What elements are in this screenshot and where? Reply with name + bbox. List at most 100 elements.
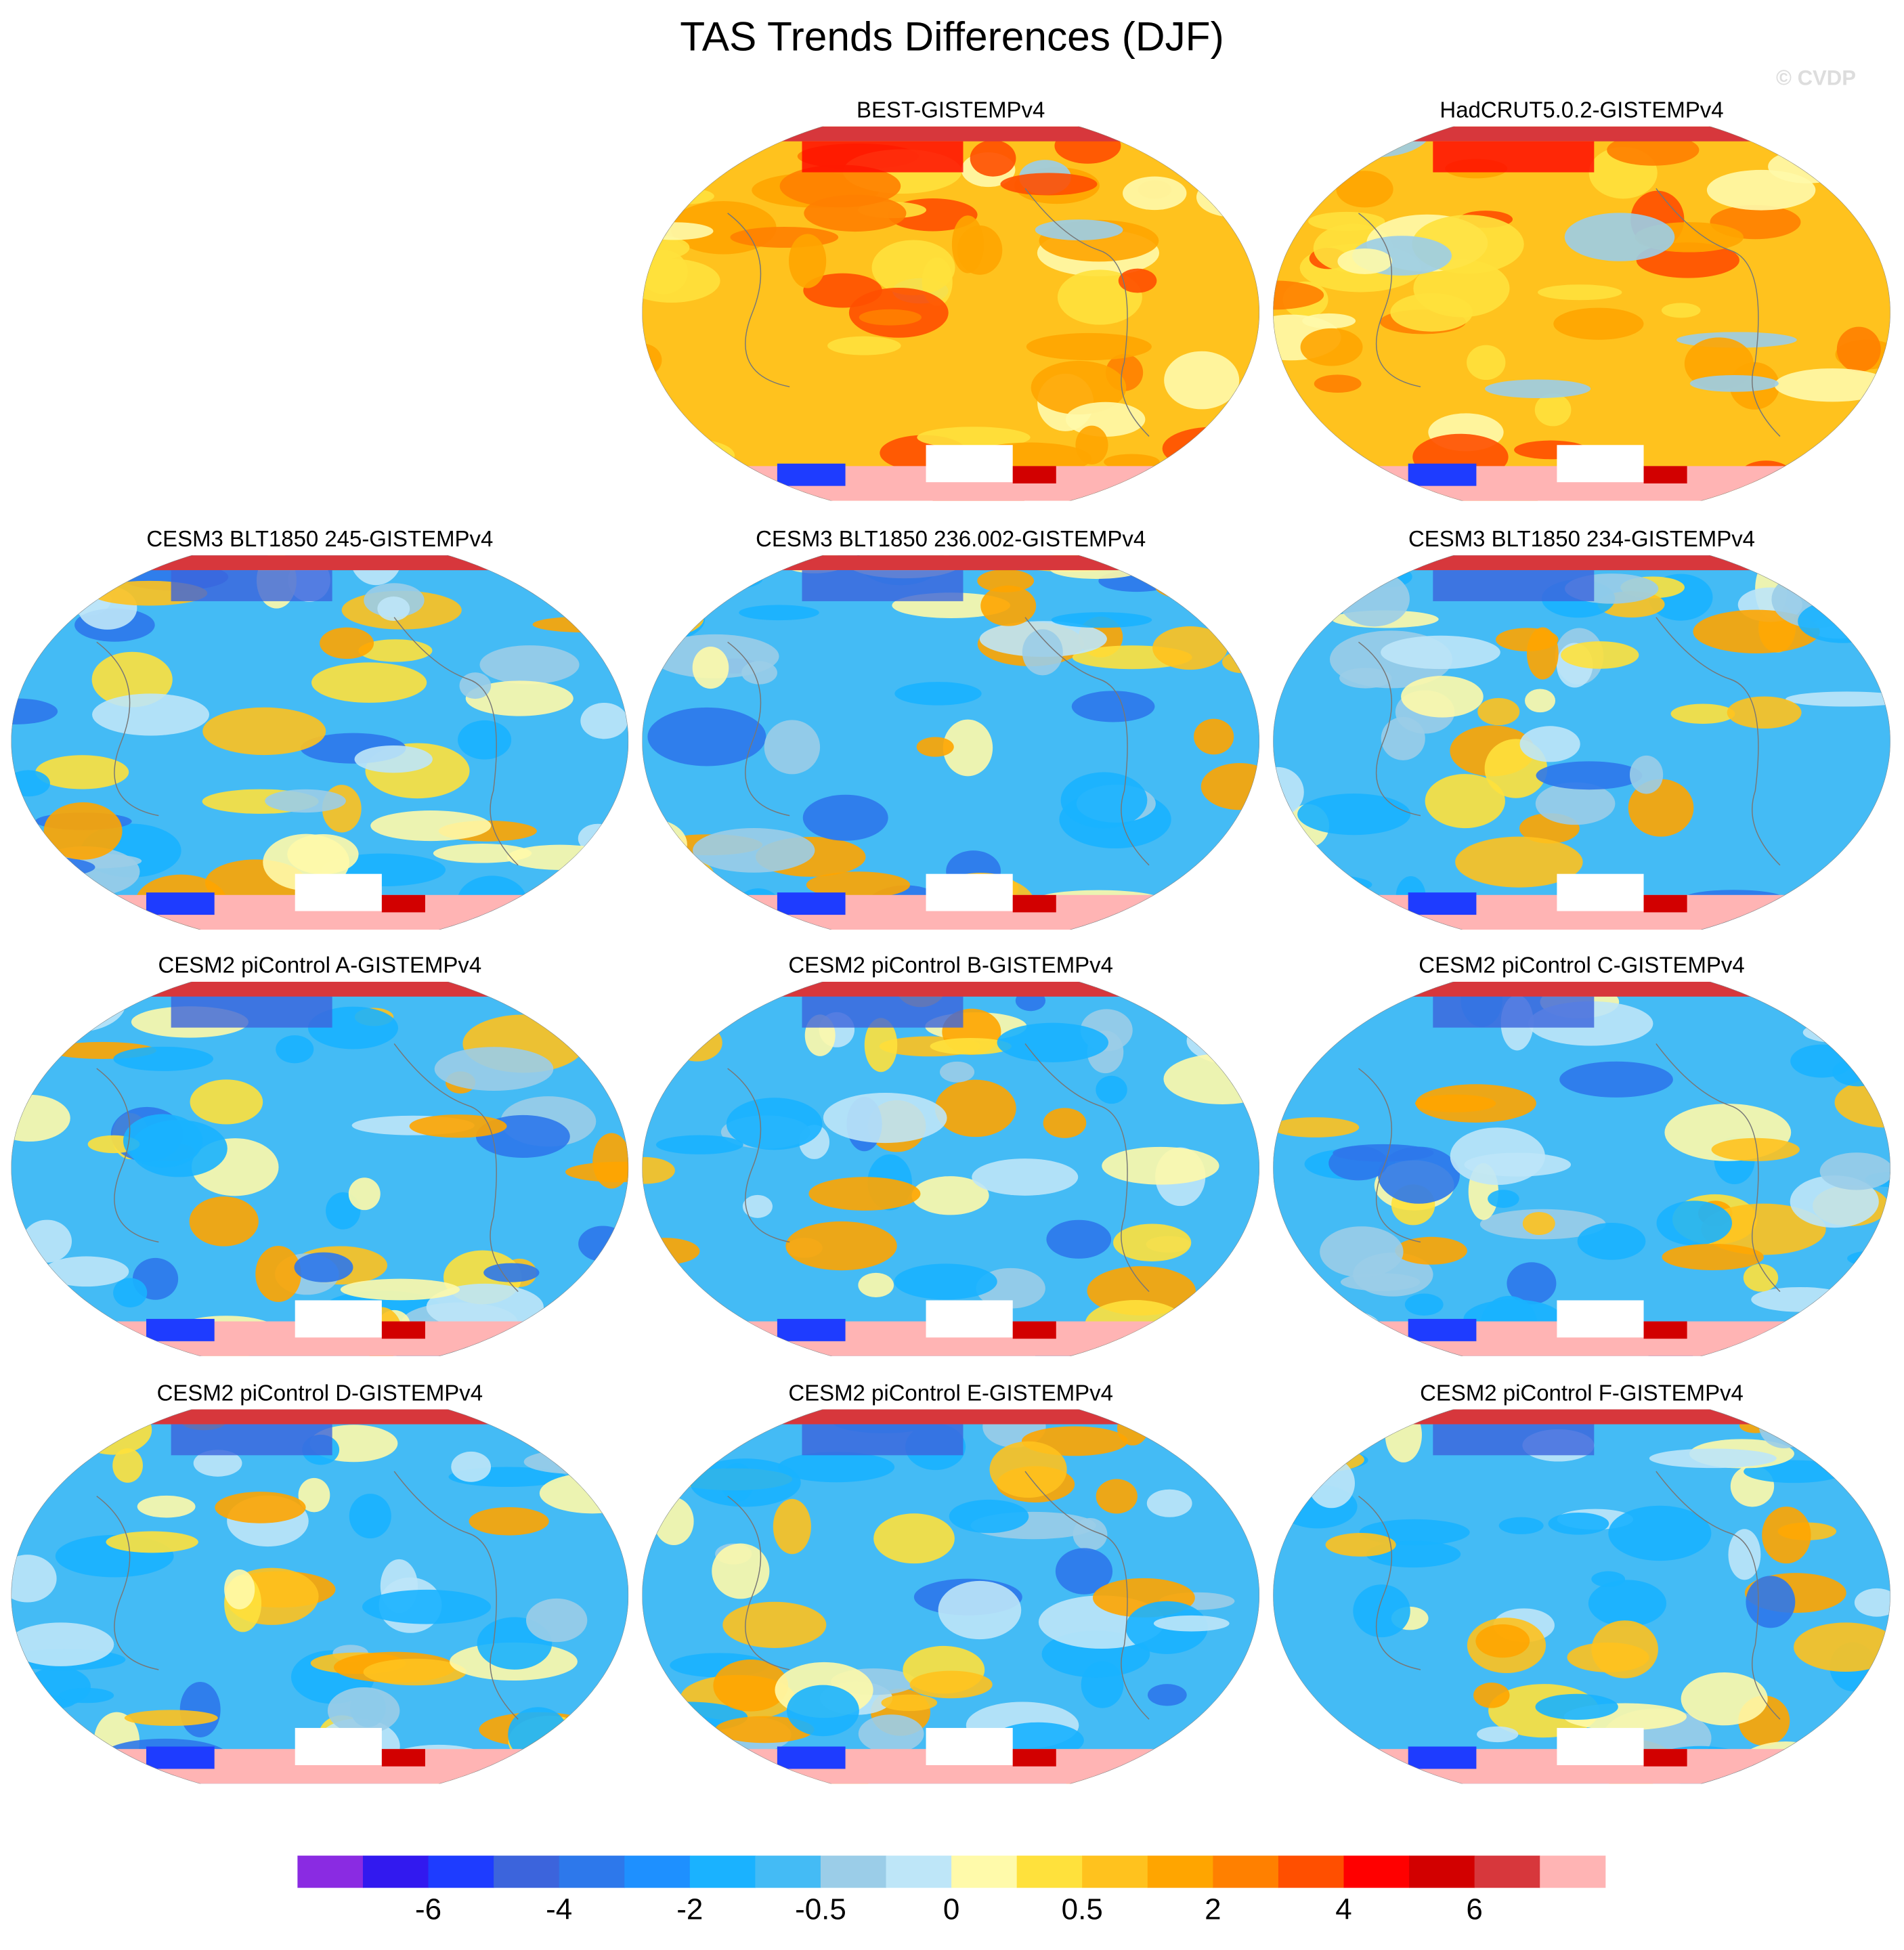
- map-panel: [1273, 555, 1890, 930]
- map-shading: [1060, 772, 1148, 829]
- map-shading: [1408, 892, 1477, 915]
- map-shading: [137, 1495, 196, 1518]
- map-shading: [1320, 1226, 1404, 1278]
- map-shading: [779, 165, 901, 208]
- map-shading: [1843, 1266, 1882, 1314]
- map-panel: [642, 126, 1260, 501]
- panel-title: HadCRUT5.0.2-GISTEMPv4: [1440, 97, 1723, 122]
- map-shading: [1475, 1624, 1530, 1658]
- map-shading: [1273, 766, 1304, 817]
- map-shading: [642, 851, 714, 900]
- map-shading: [1000, 173, 1098, 196]
- map-shading: [74, 1409, 152, 1455]
- map-shading: [1065, 402, 1146, 437]
- coastline: [96, 617, 519, 866]
- colorbar-box: [1082, 1855, 1148, 1888]
- map-shading: [1701, 1203, 1826, 1255]
- map-shading: [1273, 907, 1336, 930]
- map-shading: [977, 569, 1035, 592]
- map-shading: [1607, 134, 1700, 166]
- map-shading: [539, 1473, 629, 1514]
- map-shading: [469, 1507, 549, 1536]
- map-panel: [642, 555, 1260, 930]
- map-shading: [1496, 628, 1559, 651]
- map-shading: [642, 468, 736, 488]
- panel-title: CESM2 piControl D-GISTEMPv4: [157, 1380, 483, 1405]
- map-shading: [1113, 1223, 1192, 1261]
- map-shading: [434, 1047, 554, 1091]
- map-shading: [1282, 911, 1398, 926]
- map-shading: [1836, 326, 1881, 372]
- map-shading: [553, 566, 604, 617]
- map-shading: [1847, 1251, 1890, 1267]
- map-shading: [1022, 629, 1063, 676]
- map-shading: [1408, 463, 1477, 486]
- colorbar-box: [1213, 1855, 1279, 1888]
- map-shading: [113, 1278, 148, 1307]
- colorbar-label: -0.5: [795, 1893, 846, 1926]
- map-shading: [926, 1300, 1013, 1338]
- map-panel: [642, 981, 1260, 1356]
- colorbar-label: -4: [546, 1893, 572, 1926]
- map-shading: [742, 1194, 773, 1218]
- map-shading: [565, 1161, 629, 1183]
- map-shading: [858, 1714, 924, 1754]
- map-shading: [642, 250, 688, 295]
- map-shading: [311, 662, 427, 703]
- map-shading: [1125, 1751, 1217, 1784]
- coastline: [1358, 617, 1781, 866]
- map-shading: [1012, 1321, 1056, 1339]
- map-shading: [11, 698, 58, 724]
- map-shading: [35, 981, 145, 1010]
- map-shading: [11, 1409, 629, 1425]
- map-shading: [1117, 1410, 1148, 1446]
- map-shading: [1433, 570, 1595, 601]
- map-shading: [295, 873, 382, 911]
- map-shading: [1629, 755, 1664, 794]
- map-shading: [1035, 219, 1123, 240]
- map-shading: [917, 427, 1031, 448]
- map-shading: [873, 1513, 955, 1564]
- map-shading: [1200, 762, 1260, 810]
- map-shading: [1146, 1489, 1192, 1517]
- map-shading: [1224, 981, 1260, 1009]
- map-shading: [1273, 1441, 1340, 1483]
- map-shading: [827, 336, 901, 355]
- map-shading: [1455, 836, 1583, 888]
- map-shading: [1832, 555, 1890, 586]
- map-shading: [802, 141, 964, 173]
- map-shading: [1535, 1693, 1618, 1720]
- map-shading: [1353, 1584, 1410, 1638]
- map-shading: [525, 1598, 588, 1643]
- map-shading: [693, 827, 815, 873]
- map-shading: [35, 755, 129, 789]
- map-shading: [1214, 555, 1260, 590]
- map-shading: [1051, 612, 1152, 628]
- map-shading: [193, 1450, 242, 1477]
- map-shading: [1273, 995, 1343, 1053]
- map-shading: [190, 1079, 263, 1125]
- map-shading: [362, 1589, 492, 1624]
- colorbar-box: [428, 1855, 494, 1888]
- map-shading: [43, 1256, 129, 1287]
- colorbar-label: 0.5: [1062, 1893, 1103, 1926]
- map-shading: [1273, 873, 1372, 896]
- map-shading: [1557, 445, 1644, 483]
- map-shading: [926, 445, 1013, 483]
- map-shading: [722, 1601, 827, 1648]
- map-shading: [726, 1098, 823, 1150]
- map-shading: [124, 1710, 218, 1726]
- colorbar-box: [362, 1855, 429, 1888]
- map-panel: [11, 1409, 629, 1784]
- coastline: [727, 617, 1150, 866]
- map-shading: [1689, 374, 1779, 392]
- map-shading: [112, 1448, 143, 1483]
- map-shading: [785, 1221, 897, 1271]
- map-shading: [926, 1728, 1013, 1765]
- map-shading: [1525, 689, 1556, 713]
- colorbar-box: [1343, 1855, 1410, 1888]
- coastline: [1358, 188, 1781, 437]
- map-shading: [1567, 1642, 1649, 1672]
- map-shading: [171, 570, 332, 601]
